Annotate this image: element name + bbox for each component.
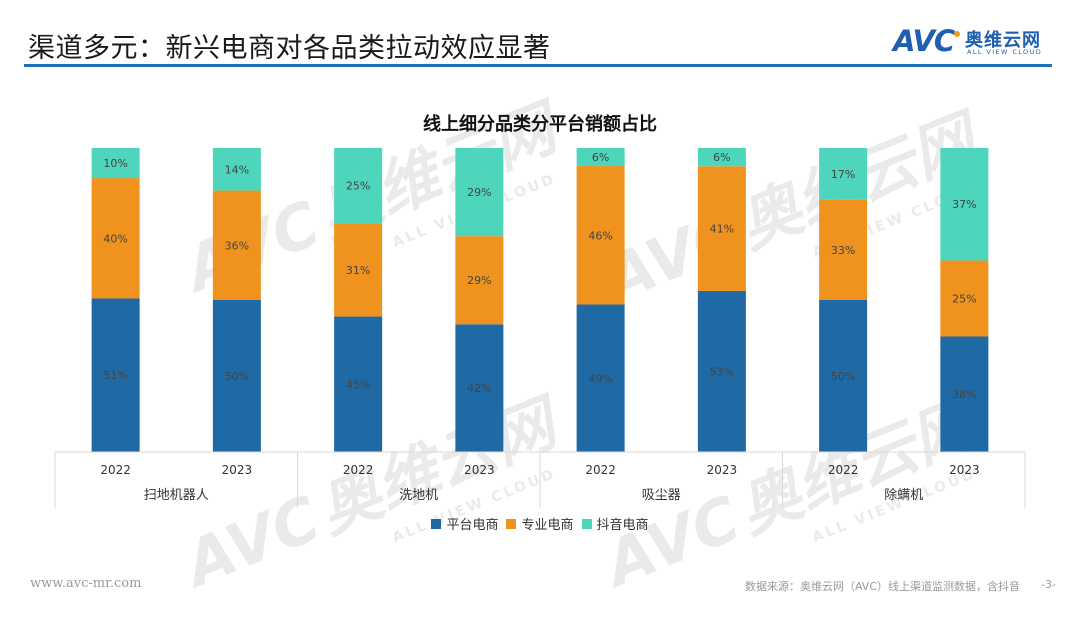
legend-label: 专业电商	[521, 518, 574, 533]
logo-dot-icon	[954, 31, 960, 37]
data-label: 25%	[346, 180, 370, 193]
group-label: 扫地机器人	[144, 488, 209, 503]
bar-segment	[334, 223, 383, 317]
data-label: 29%	[467, 186, 491, 199]
x-tick-label: 2022	[585, 463, 616, 477]
legend-label: 抖音电商	[596, 518, 649, 533]
data-label: 50%	[225, 370, 249, 383]
data-label: 37%	[952, 198, 976, 211]
data-label: 42%	[467, 382, 491, 395]
data-label: 36%	[225, 239, 249, 252]
data-label: 33%	[831, 244, 855, 257]
page-title: 渠道多元：新兴电商对各品类拉动效应显著	[28, 33, 551, 64]
bar-segment	[91, 178, 140, 299]
bar-segment	[940, 260, 989, 337]
x-tick-label: 2023	[464, 463, 495, 477]
bar-segment	[940, 148, 989, 261]
legend-item: 平台电商	[431, 514, 498, 533]
x-tick-label: 2023	[222, 463, 253, 477]
legend-swatch-icon	[431, 518, 442, 529]
legend-label: 平台电商	[446, 518, 499, 533]
data-source-note: 数据来源：奥维云网（AVC）线上渠道监测数据，含抖音	[744, 580, 1020, 593]
bar-segment	[576, 166, 625, 305]
footer-url: www.avc-mr.com	[30, 576, 142, 591]
bar-segment	[91, 148, 140, 179]
group-label: 洗地机	[399, 488, 438, 503]
bar-segment	[819, 300, 868, 452]
bar-segment	[455, 324, 504, 452]
data-label: 46%	[588, 229, 612, 242]
bar-segment	[455, 148, 504, 237]
legend-item: 专业电商	[506, 514, 574, 533]
bar-segment	[819, 148, 868, 200]
data-label: 45%	[346, 378, 370, 391]
legend-swatch-icon	[506, 518, 517, 529]
data-label: 50%	[831, 370, 855, 383]
data-label: 40%	[103, 232, 127, 245]
data-label: 31%	[346, 264, 370, 277]
data-label: 10%	[103, 157, 127, 170]
group-label: 除螨机	[884, 488, 923, 503]
bar-segment	[212, 148, 261, 191]
x-tick-label: 2023	[949, 463, 980, 477]
data-label: 38%	[952, 388, 976, 401]
title-divider	[24, 64, 1052, 67]
data-label: 17%	[831, 168, 855, 181]
data-label: 6%	[592, 151, 609, 164]
data-label: 53%	[710, 365, 734, 378]
x-tick-label: 2022	[828, 463, 859, 477]
bar-segment	[819, 199, 868, 300]
group-label: 吸尘器	[642, 488, 681, 503]
x-tick-label: 2023	[707, 463, 738, 477]
chart-legend: 平台电商 专业电商 抖音电商	[0, 514, 1080, 533]
page-number: -3-	[1041, 578, 1056, 591]
bar-segment	[91, 298, 140, 452]
data-label: 51%	[103, 369, 127, 382]
x-tick-label: 2022	[100, 463, 131, 477]
bar-segment	[576, 148, 625, 167]
bar-segment	[697, 148, 746, 167]
bar-segment	[697, 166, 746, 291]
data-label: 25%	[952, 292, 976, 305]
chart-title: 线上细分品类分平台销额占比	[423, 114, 657, 135]
bar-segment	[212, 300, 261, 452]
legend-item: 抖音电商	[581, 514, 649, 533]
bar-segment	[334, 316, 383, 452]
data-label: 29%	[467, 274, 491, 287]
logo-abbr: AVC	[893, 24, 955, 58]
bar-segment	[212, 190, 261, 300]
data-label: 6%	[713, 151, 730, 164]
avc-logo: AVC 奥维云网 ALL VIEW CLOUD	[893, 24, 1053, 60]
bar-segment	[455, 236, 504, 325]
x-tick-label: 2022	[343, 463, 374, 477]
legend-swatch-icon	[581, 518, 592, 529]
stacked-bar-chart: 51% 40% 10% 2022 50% 36% 14% 2023 45% 31% 25% 2022 4…	[54, 148, 1026, 508]
bar-segment	[940, 336, 989, 452]
data-label: 49%	[588, 372, 612, 385]
logo-en: ALL VIEW CLOUD	[967, 48, 1043, 56]
logo-cn: 奥维云网	[965, 30, 1041, 51]
bar-segment	[576, 304, 625, 452]
data-label: 41%	[710, 223, 734, 236]
data-label: 14%	[225, 163, 249, 176]
bar-segment	[697, 290, 746, 452]
bar-segment	[334, 148, 383, 224]
